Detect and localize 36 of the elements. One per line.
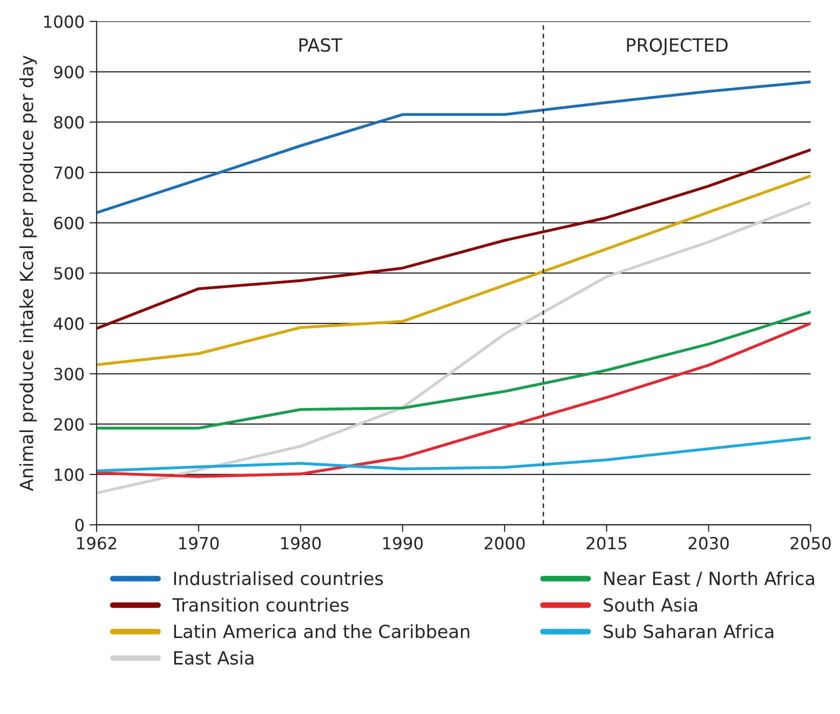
y-tick-label: 1000: [44, 15, 84, 28]
x-tick-label: 2030: [688, 536, 729, 550]
y-tick-label: 600: [54, 216, 84, 230]
legend-label: Latin America and the Caribbean: [174, 624, 470, 638]
x-tick-label: 1962: [77, 536, 116, 550]
line-series: [96, 80, 811, 214]
legend-label: Near East / North Africa: [604, 571, 814, 587]
x-tick-label: 2000: [484, 536, 525, 550]
line-series: [96, 436, 811, 472]
y-tick-label: 400: [54, 317, 84, 330]
y-tick-label: 300: [54, 368, 84, 380]
y-tick-label: 800: [54, 116, 84, 129]
y-tick-label: 0: [75, 518, 84, 532]
legend-label: East Asia: [174, 650, 254, 665]
x-tick-label: 1980: [281, 536, 321, 550]
annotation: PAST: [299, 38, 342, 52]
y-axis-title: Animal produce intake Kcal per produce per day: [19, 56, 37, 492]
x-tick-label: 1970: [179, 536, 219, 550]
line-series: [96, 174, 811, 366]
x-tick-label: 2050: [790, 536, 831, 550]
legend-label: Sub Saharan Africa: [604, 624, 774, 638]
y-tick-label: 900: [54, 66, 84, 78]
x-tick-label: 1990: [383, 536, 423, 550]
y-tick-label: 700: [54, 166, 84, 179]
x-tick-label: 2015: [586, 536, 626, 550]
legend-label: Industrialised countries: [174, 571, 383, 586]
line-series: [96, 322, 811, 478]
y-tick-label: 100: [54, 468, 84, 482]
y-tick-label: 200: [54, 418, 84, 431]
legend-label: Transition countries: [172, 598, 348, 612]
line-series: [96, 310, 811, 430]
annotation: PROJECTED: [627, 38, 728, 56]
line-series: [96, 201, 811, 494]
y-tick-label: 500: [54, 267, 84, 280]
line-series: [96, 148, 811, 330]
legend-label: South Asia: [604, 598, 697, 612]
